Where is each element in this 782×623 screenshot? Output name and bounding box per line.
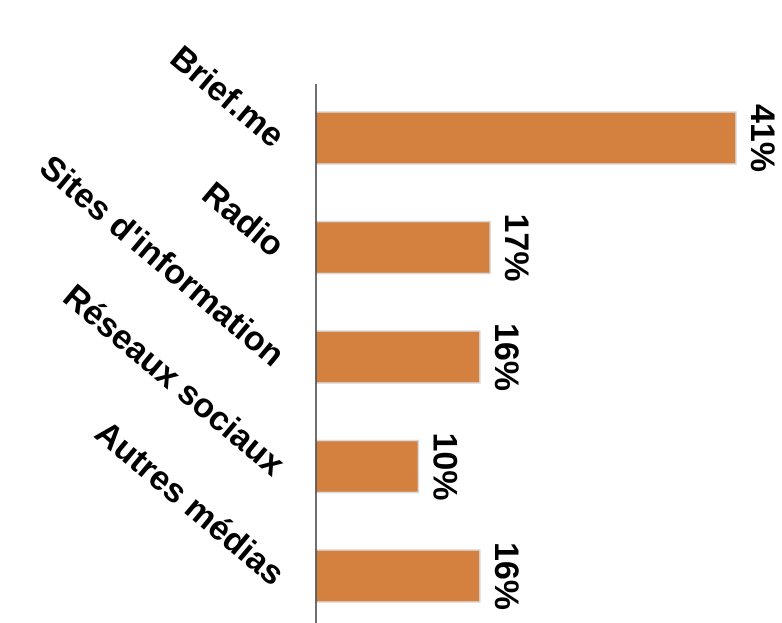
category-label-brief-me: Brief.me (163, 38, 292, 155)
category-label-radio: Radio (195, 175, 292, 265)
bar-sites-d-information (315, 330, 481, 384)
value-label-radio: 17% (497, 213, 535, 281)
value-label-sites-d-information: 16% (487, 323, 525, 391)
category-label-sites-d-information: Sites d'information (32, 148, 291, 374)
bar-radio (315, 220, 491, 275)
value-label-autres-medias: 16% (487, 542, 525, 610)
value-label-reseaux-sociaux: 10% (425, 432, 463, 500)
value-labels-group: 41% 17% 16% 10% 16% (425, 104, 781, 610)
bars-group (315, 111, 737, 603)
bar-reseaux-sociaux (315, 439, 420, 494)
value-label-brief-me: 41% (743, 104, 781, 172)
bar-brief-me (315, 111, 737, 165)
category-label-reseaux-sociaux: Réseaux sociaux (56, 277, 292, 484)
bar-autres-medias (315, 549, 481, 603)
